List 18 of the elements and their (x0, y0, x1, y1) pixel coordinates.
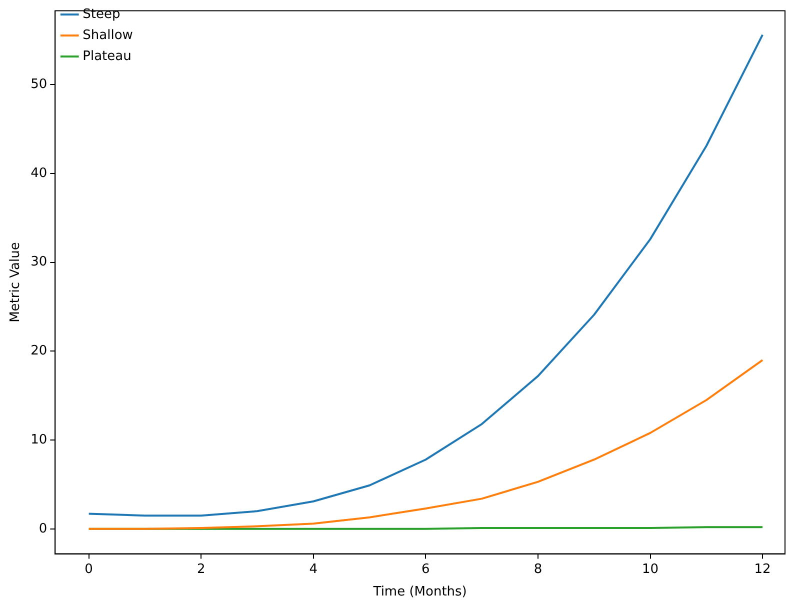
y-tick-label: 0 (38, 521, 48, 536)
y-tick-label: 10 (30, 432, 48, 448)
legend-label: Steep (82, 6, 120, 22)
x-axis-title: Time (Months) (372, 584, 467, 600)
x-tick-label: 2 (196, 562, 206, 577)
x-tick-label: 12 (754, 562, 771, 577)
x-tick-label: 10 (642, 562, 659, 577)
x-tick-label: 6 (422, 562, 430, 577)
x-tick-label: 0 (84, 562, 93, 577)
y-tick-label: 20 (30, 344, 48, 359)
y-tick-label: 30 (30, 254, 48, 270)
x-tick-label: 8 (534, 562, 542, 577)
x-tick-label: 4 (309, 562, 318, 577)
y-tick-label: 40 (30, 166, 48, 181)
y-axis-title: Metric Value (8, 242, 24, 322)
y-tick-label: 50 (30, 76, 48, 92)
legend-label: Shallow (82, 28, 134, 43)
legend-label: Plateau (82, 48, 132, 64)
